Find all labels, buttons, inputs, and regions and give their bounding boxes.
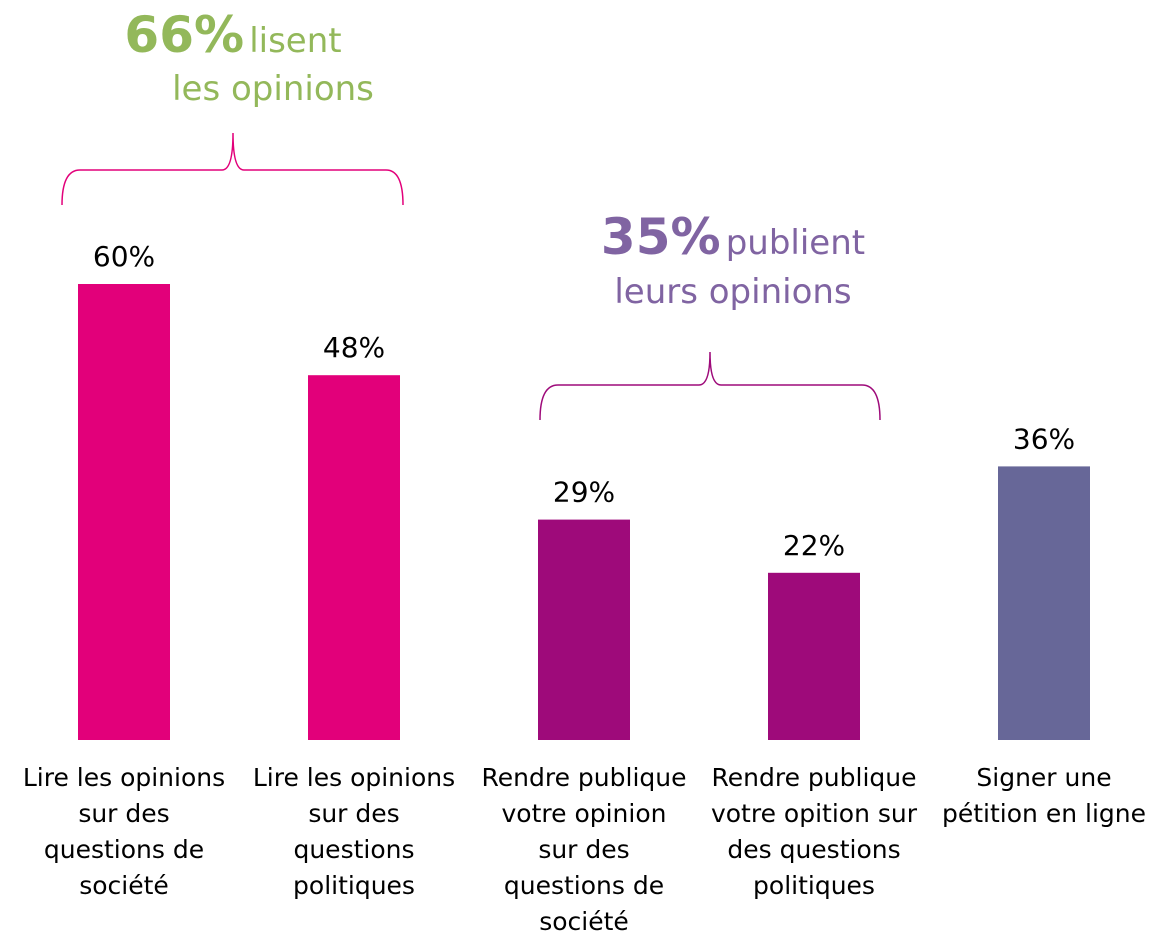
- x-tick-label: Rendre publique: [712, 763, 917, 792]
- x-tick-label: politiques: [753, 871, 875, 900]
- annotation-text: publient: [726, 223, 865, 263]
- x-tick-label: pétition en ligne: [942, 799, 1146, 828]
- x-tick-label: sur des: [308, 799, 399, 828]
- bar: [308, 375, 400, 740]
- annotation-figure: 35%: [601, 208, 721, 266]
- x-tick-label: politiques: [293, 871, 415, 900]
- x-tick-label: Rendre publique: [482, 763, 687, 792]
- value-label: 22%: [783, 529, 845, 562]
- x-tick-label: sur des: [78, 799, 169, 828]
- x-tick-label: société: [79, 871, 169, 900]
- bracket: [61, 132, 404, 206]
- value-label: 29%: [553, 476, 615, 509]
- x-tick-label: votre opition sur: [711, 799, 918, 828]
- annotation: 35% publient: [601, 208, 865, 266]
- x-tick-label: sur des: [538, 835, 629, 864]
- bar: [78, 284, 170, 740]
- x-tick-label: Lire les opinions: [253, 763, 455, 792]
- bar: [538, 519, 630, 740]
- annotation-text: les opinions: [172, 69, 374, 109]
- x-tick-label: société: [539, 907, 629, 933]
- x-tick-label: Signer une: [976, 763, 1111, 792]
- bracket: [539, 351, 881, 421]
- value-label: 36%: [1013, 422, 1075, 455]
- x-tick-label: Lire les opinions: [23, 763, 225, 792]
- bar: [768, 572, 860, 740]
- x-tick-label: questions: [293, 835, 414, 864]
- x-tick-label: votre opinion: [502, 799, 667, 828]
- annotation: 66% lisent: [124, 6, 341, 64]
- annotation-text: lisent: [249, 21, 341, 61]
- value-label: 48%: [323, 331, 385, 364]
- annotation-text: leurs opinions: [614, 272, 851, 312]
- bar: [998, 466, 1090, 740]
- x-tick-label: questions de: [504, 871, 664, 900]
- x-tick-label: des questions: [727, 835, 900, 864]
- x-tick-label: questions de: [44, 835, 204, 864]
- annotation-figure: 66%: [124, 6, 244, 64]
- value-label: 60%: [93, 240, 155, 273]
